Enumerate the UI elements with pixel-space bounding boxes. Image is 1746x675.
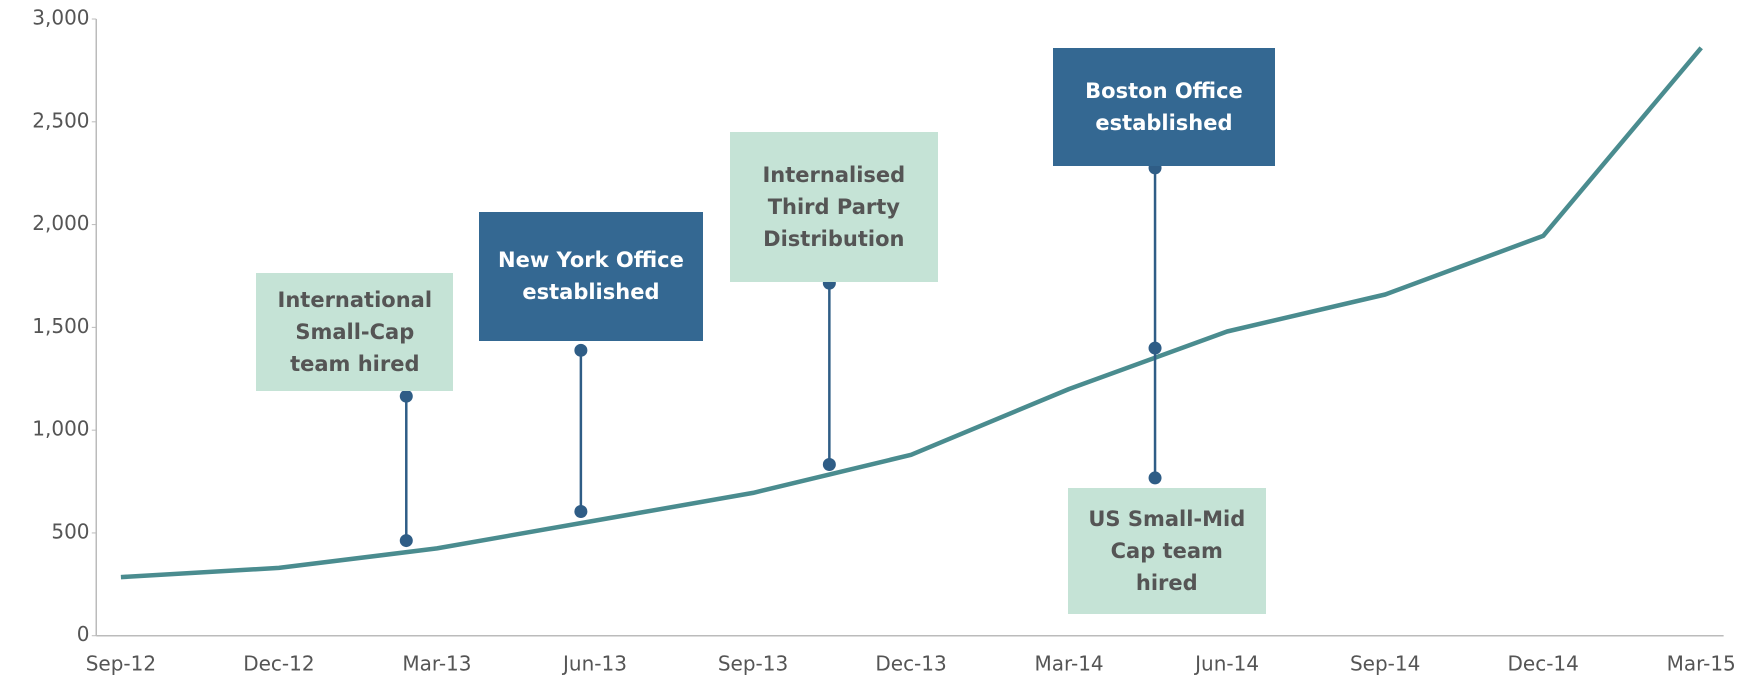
x-tick-label: Dec-14 [1508, 651, 1579, 675]
y-tick-label: 1,000 [32, 417, 89, 441]
y-tick-label: 2,500 [32, 108, 89, 132]
x-tick-label: Jun-13 [561, 651, 627, 675]
connector-dot [399, 534, 413, 548]
y-tick-label: 1,500 [32, 314, 89, 338]
x-tick-label: Jun-14 [1193, 651, 1259, 675]
y-tick-label: 2,000 [32, 211, 89, 235]
connector-dot [574, 343, 588, 357]
annotation: Internalised Third Party Distribution [729, 132, 938, 283]
connector-dot [822, 457, 836, 471]
connector-dot [574, 504, 588, 518]
line-series [120, 46, 1703, 580]
x-tick-label: Mar-14 [1035, 651, 1104, 675]
y-tick-label: 3,000 [32, 6, 89, 30]
y-tick-label: 500 [51, 519, 89, 543]
annotation: US Small-Mid Cap team hired [1067, 487, 1266, 615]
annotation: International Small-Cap team hired [256, 273, 454, 391]
y-tick-label: 0 [77, 622, 90, 646]
connector-dot [1148, 341, 1162, 355]
x-tick-label: Mar-13 [402, 651, 471, 675]
annotation: Boston Office established [1053, 48, 1275, 166]
x-tick-label: Dec-12 [243, 651, 314, 675]
x-tick-label: Sep-13 [718, 651, 788, 675]
x-tick-label: Sep-12 [86, 651, 156, 675]
x-tick-label: Mar-15 [1667, 651, 1736, 675]
x-tick-label: Dec-13 [875, 651, 946, 675]
x-tick-label: Sep-14 [1350, 651, 1420, 675]
annotation: New York Office established [479, 211, 703, 342]
connector-dot [399, 389, 413, 403]
connector-dot [1148, 471, 1162, 485]
